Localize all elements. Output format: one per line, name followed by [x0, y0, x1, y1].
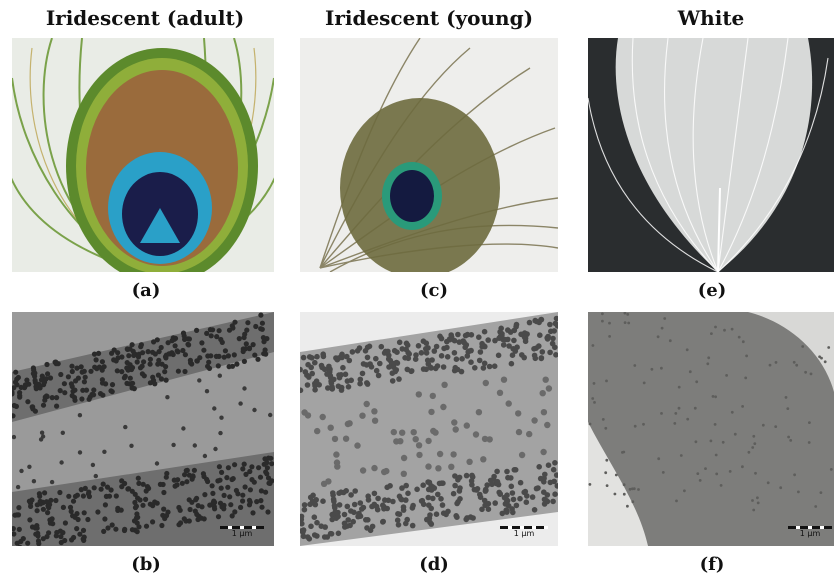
melanosome-texture [301, 376, 553, 487]
column-title-young: Iridescent (young) [324, 6, 534, 30]
photo-white-feather [588, 38, 834, 272]
melanosome-texture [12, 373, 273, 490]
melanosome-texture [300, 315, 558, 542]
melanosome-texture [12, 312, 274, 546]
caption-c: (c) [420, 280, 448, 301]
photo-young-feather [300, 38, 558, 272]
caption-e: (e) [697, 280, 727, 301]
column-title-white: White [677, 6, 745, 30]
scale-bar-b: 1 μm [220, 526, 264, 538]
scale-bar-d: 1 μm [500, 526, 548, 538]
tem-young: 1 μm [300, 312, 558, 546]
scale-bar-f: 1 μm [788, 526, 832, 538]
caption-a: (a) [131, 280, 161, 301]
caption-d: (d) [419, 554, 449, 575]
caption-b: (b) [131, 554, 161, 575]
tem-white: 1 μm [588, 312, 834, 546]
tem-adult: 1 μm [12, 312, 274, 546]
photo-adult-feather [12, 38, 274, 272]
column-title-adult: Iridescent (adult) [45, 6, 245, 30]
caption-f: (f) [699, 554, 725, 575]
melanosome-texture [588, 312, 833, 512]
